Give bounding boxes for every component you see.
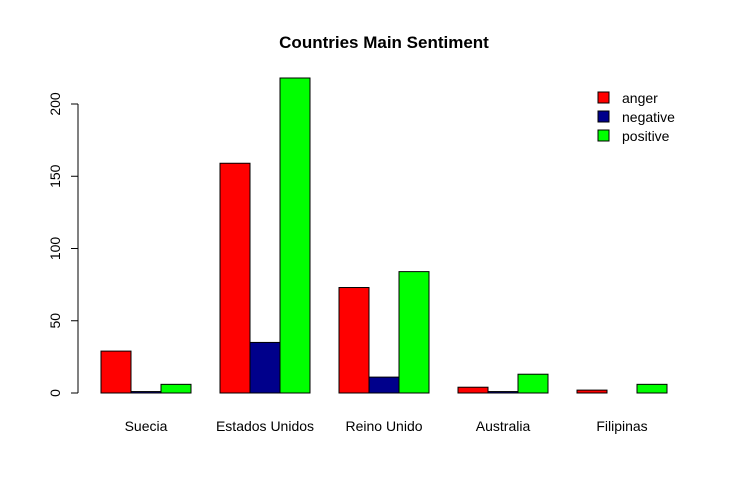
bar-negative-suecia xyxy=(130,391,162,394)
bar-positive-filipinas xyxy=(636,383,668,394)
x-tick-label: Filipinas xyxy=(596,418,647,434)
legend: anger negative positive xyxy=(597,90,675,144)
bar-anger-australia xyxy=(457,386,489,394)
y-tick-label: 0 xyxy=(47,389,63,397)
y-tick-label: 50 xyxy=(47,313,63,329)
bar-positive-suecia xyxy=(160,383,192,394)
legend-label-positive: positive xyxy=(622,128,670,144)
bars xyxy=(100,77,668,394)
bar-positive-estados-unidos xyxy=(279,77,311,394)
x-tick-label: Australia xyxy=(476,418,531,434)
y-tick-label: 200 xyxy=(47,92,63,116)
bar-anger-suecia xyxy=(100,350,132,394)
y-tick-label: 100 xyxy=(47,237,63,261)
x-axis-labels: Suecia Estados Unidos Reino Unido Australia… xyxy=(125,418,648,434)
x-tick-label: Reino Unido xyxy=(345,418,422,434)
legend-label-negative: negative xyxy=(622,109,675,125)
x-tick-label: Estados Unidos xyxy=(216,418,314,434)
bar-positive-reino-unido xyxy=(398,271,430,394)
bar-negative-reino-unido xyxy=(368,376,400,394)
chart-title: Countries Main Sentiment xyxy=(279,33,489,52)
legend-label-anger: anger xyxy=(622,90,658,106)
bar-anger-reino-unido xyxy=(338,287,370,394)
bar-anger-filipinas xyxy=(576,389,608,394)
bar-negative-australia xyxy=(487,391,519,394)
bar-negative-estados-unidos xyxy=(249,341,281,394)
legend-swatch-negative xyxy=(597,110,610,123)
bar-anger-estados-unidos xyxy=(219,162,251,394)
legend-swatch-anger xyxy=(597,91,610,104)
x-tick-label: Suecia xyxy=(125,418,168,434)
y-tick-label: 150 xyxy=(47,164,63,188)
bar-positive-australia xyxy=(517,373,549,394)
legend-swatch-positive xyxy=(597,129,610,142)
y-axis: 0 50 100 150 200 xyxy=(47,92,79,397)
